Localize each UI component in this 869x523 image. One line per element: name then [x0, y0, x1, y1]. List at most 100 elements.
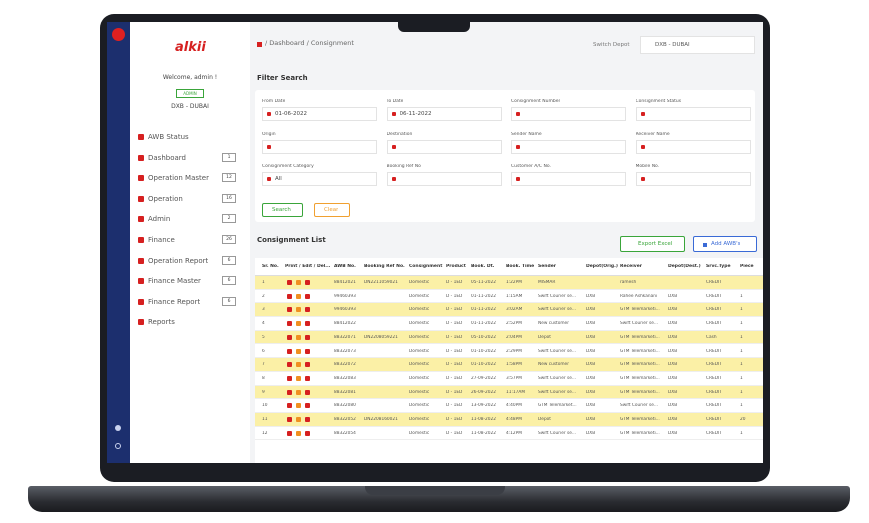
table-row: 8 88322083 Domestic D - 1ED 27-09-2022 3:57PM… [255, 371, 763, 386]
row-action-icon[interactable] [296, 362, 301, 368]
table-cell: 99460393 [334, 307, 356, 313]
table-row: 4 88412022 Domestic D - 1ED 01-11-2022 2:52PM… [255, 317, 763, 331]
row-action-icon[interactable] [305, 417, 310, 422]
row-action-icon[interactable] [287, 280, 292, 285]
row-action-icon[interactable] [296, 375, 301, 381]
row-action-icon[interactable] [305, 403, 310, 409]
menu-item[interactable]: Finance Master [148, 277, 201, 286]
row-action-icon[interactable] [296, 280, 301, 285]
table-cell: DXB [668, 321, 678, 327]
field-input[interactable]: All [262, 172, 377, 186]
row-action-icon[interactable] [296, 293, 301, 299]
table-row: 5 88322071 DN2208059221 Domestic D - 1ED 05-1… [255, 330, 763, 345]
field-input[interactable] [635, 172, 751, 186]
field-input[interactable] [511, 139, 626, 154]
search-button[interactable]: Search [262, 203, 303, 217]
field-label: Consignment Category [262, 164, 314, 169]
breadcrumb[interactable]: / Dashboard / Consignment [265, 39, 354, 47]
table-cell: GTM Telemarketi... [620, 375, 660, 381]
field-input[interactable] [386, 139, 502, 154]
menu-item[interactable]: Finance Report [148, 297, 201, 306]
row-action-icon[interactable] [296, 348, 301, 354]
menu-item[interactable]: Dashboard [148, 153, 186, 162]
row-action-icon[interactable] [287, 321, 292, 327]
row-action-icon[interactable] [287, 348, 292, 354]
clear-button[interactable]: Clear [314, 203, 350, 217]
field-input[interactable] [262, 139, 377, 154]
menu-icon [138, 319, 144, 326]
row-action-icon[interactable] [287, 334, 292, 340]
row-action-icon[interactable] [305, 307, 310, 313]
table-cell: Domestic [409, 293, 430, 299]
table-cell: DXB [668, 403, 678, 409]
row-action-icon[interactable] [305, 280, 310, 285]
field-input[interactable]: 06-11-2022 [386, 107, 502, 121]
row-action-icon[interactable] [287, 403, 292, 409]
menu-item[interactable]: Operation [148, 194, 183, 203]
menu-item[interactable]: Reports [148, 318, 175, 327]
export-button[interactable]: Export Excel [620, 236, 685, 252]
row-action-icon[interactable] [287, 293, 292, 299]
row-action-icon[interactable] [305, 334, 310, 340]
column-header: Receiver [620, 264, 642, 269]
field-input[interactable] [386, 172, 502, 186]
row-action-icon[interactable] [296, 417, 301, 422]
table-cell: 88322080 [334, 403, 356, 409]
menu-item[interactable]: Admin [148, 215, 171, 224]
table-cell: CREDIT [706, 403, 722, 409]
row-action-icon[interactable] [296, 334, 301, 340]
power-icon[interactable] [115, 443, 121, 449]
row-action-icon[interactable] [305, 389, 310, 395]
row-action-icon[interactable] [287, 375, 292, 381]
table-cell: D - 1ED [446, 430, 463, 436]
row-action-icon[interactable] [287, 307, 292, 313]
field-icon [267, 177, 271, 181]
row-action-icon[interactable] [305, 321, 310, 327]
row-action-icon[interactable] [305, 348, 310, 354]
row-action-icon[interactable] [287, 417, 292, 422]
menu-item[interactable]: AWB Status [148, 133, 189, 141]
menu-item[interactable]: Operation Master [148, 174, 209, 183]
row-action-icon[interactable] [305, 375, 310, 381]
column-header: Sender [538, 264, 556, 269]
table-cell: 13-09-2022 [471, 403, 496, 409]
menu-item[interactable]: Finance [148, 236, 175, 244]
table-cell: 2:04PM [506, 334, 522, 340]
table-cell: DN2211059021 [364, 280, 398, 285]
row-action-icon[interactable] [296, 403, 301, 409]
row-action-icon[interactable] [287, 430, 292, 436]
app-icon[interactable] [112, 28, 125, 41]
row-action-icon[interactable] [305, 293, 310, 299]
row-action-icon[interactable] [287, 362, 292, 368]
row-action-icon[interactable] [305, 362, 310, 368]
row-action-icon[interactable] [296, 321, 301, 327]
menu-item[interactable]: Operation Report [148, 256, 209, 265]
field-input[interactable]: 01-06-2022 [262, 107, 377, 121]
table-cell: Domestic [409, 348, 430, 354]
table-cell: Domestic [409, 321, 430, 327]
table-cell: 88322071 [334, 334, 356, 340]
table-cell: 01-11-2022 [471, 307, 496, 313]
add-button[interactable]: Add AWB's [693, 236, 757, 252]
table-cell: DXB [586, 375, 596, 381]
field-input[interactable] [511, 107, 626, 121]
table-row: 10 88322080 Domestic D - 1ED 13-09-2022 4:40P… [255, 399, 763, 413]
row-action-icon[interactable] [305, 430, 310, 436]
field-input[interactable] [635, 107, 751, 121]
table-cell: 88412021 [334, 280, 356, 285]
field-input[interactable] [511, 172, 626, 186]
row-action-icon[interactable] [296, 389, 301, 395]
row-action-icon[interactable] [287, 389, 292, 395]
table-cell: 99460393 [334, 293, 356, 299]
icon-bar [107, 22, 130, 463]
export-button-label: Export Excel [638, 241, 673, 247]
row-action-icon[interactable] [296, 307, 301, 313]
field-input[interactable] [635, 139, 751, 154]
table-cell: D - 1ED [446, 334, 463, 340]
settings-icon[interactable] [115, 425, 121, 431]
table-cell: MISMAR [538, 280, 556, 285]
row-action-icon[interactable] [296, 430, 301, 436]
table-cell: Domestic [409, 375, 430, 381]
depot-select[interactable]: DXB - DUBAI [640, 36, 755, 54]
table-row: 12 88322054 Domestic D - 1ED 11-08-2022 4:12P… [255, 426, 763, 441]
